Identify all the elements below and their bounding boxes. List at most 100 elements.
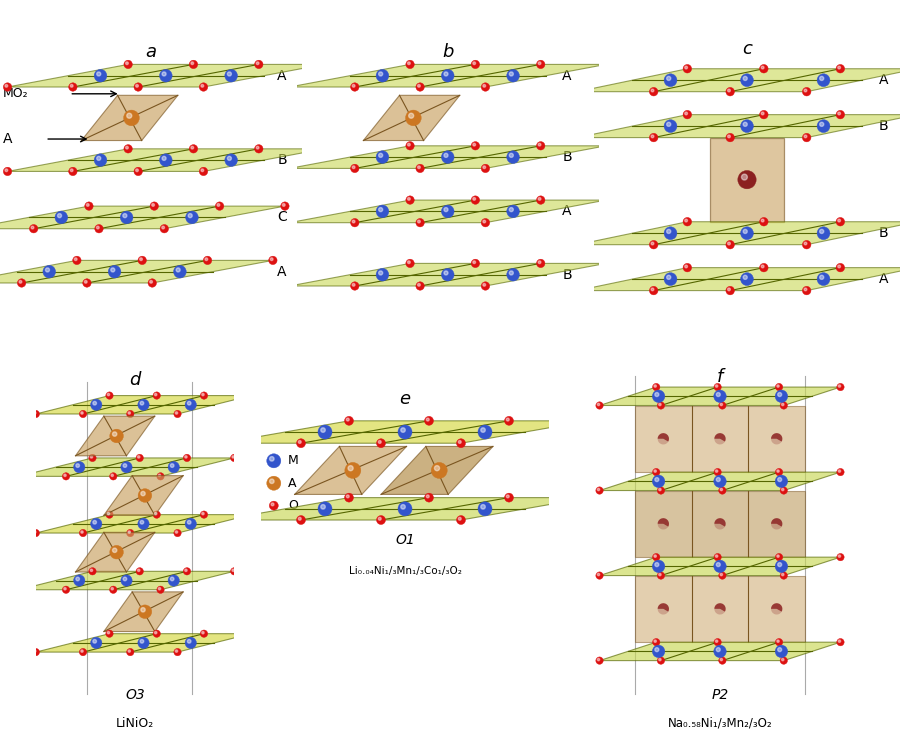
Wedge shape [771, 518, 782, 527]
Circle shape [351, 164, 359, 172]
Circle shape [650, 240, 658, 249]
Polygon shape [577, 268, 900, 290]
Polygon shape [381, 447, 493, 495]
Circle shape [170, 577, 174, 581]
Circle shape [398, 425, 412, 439]
Circle shape [472, 196, 480, 204]
Circle shape [651, 288, 653, 291]
Circle shape [201, 85, 203, 87]
Circle shape [94, 69, 107, 82]
Circle shape [836, 263, 844, 272]
Circle shape [509, 271, 513, 275]
Polygon shape [635, 405, 805, 472]
Circle shape [659, 573, 662, 576]
Circle shape [318, 502, 332, 516]
Circle shape [134, 83, 142, 91]
Circle shape [456, 516, 465, 525]
Wedge shape [658, 524, 668, 529]
Circle shape [159, 69, 172, 82]
Circle shape [112, 432, 117, 436]
Circle shape [378, 517, 382, 520]
Circle shape [256, 146, 259, 149]
Circle shape [184, 569, 187, 571]
Circle shape [287, 220, 290, 223]
Circle shape [483, 166, 486, 169]
Circle shape [760, 111, 768, 119]
Circle shape [720, 658, 723, 661]
Polygon shape [710, 138, 784, 222]
Circle shape [726, 286, 734, 295]
Circle shape [187, 640, 191, 643]
Circle shape [714, 469, 721, 476]
Circle shape [408, 62, 410, 65]
Circle shape [716, 393, 720, 397]
Circle shape [296, 516, 305, 525]
Circle shape [596, 402, 603, 409]
Circle shape [202, 394, 204, 396]
Polygon shape [0, 206, 285, 228]
Circle shape [168, 575, 179, 586]
Circle shape [726, 133, 734, 142]
Circle shape [483, 85, 486, 87]
Circle shape [509, 153, 513, 158]
Circle shape [781, 489, 784, 491]
Circle shape [270, 457, 274, 461]
Circle shape [761, 265, 764, 268]
Circle shape [138, 518, 149, 529]
Circle shape [659, 658, 662, 661]
Polygon shape [36, 514, 251, 533]
Circle shape [574, 135, 577, 138]
Polygon shape [599, 557, 841, 576]
Circle shape [536, 142, 544, 150]
Circle shape [458, 517, 461, 520]
Circle shape [820, 275, 824, 279]
Circle shape [136, 454, 143, 461]
Text: B: B [277, 153, 287, 167]
Text: A: A [3, 132, 13, 146]
Circle shape [716, 562, 720, 567]
Circle shape [185, 399, 196, 411]
Circle shape [157, 586, 164, 593]
Polygon shape [635, 491, 805, 557]
Circle shape [188, 214, 193, 217]
Circle shape [538, 261, 541, 264]
Polygon shape [7, 149, 324, 172]
Circle shape [86, 203, 89, 206]
Circle shape [441, 205, 454, 217]
Circle shape [228, 72, 231, 76]
Circle shape [96, 226, 99, 229]
Polygon shape [577, 222, 900, 245]
Circle shape [70, 85, 73, 87]
Circle shape [127, 411, 134, 418]
Circle shape [174, 649, 181, 656]
Circle shape [657, 657, 664, 664]
Circle shape [444, 208, 448, 212]
Circle shape [719, 572, 726, 579]
Circle shape [266, 454, 281, 468]
Circle shape [776, 383, 783, 391]
Circle shape [536, 196, 544, 204]
Circle shape [81, 650, 83, 652]
Circle shape [189, 144, 198, 153]
Circle shape [509, 208, 513, 212]
Wedge shape [715, 603, 725, 612]
Circle shape [285, 282, 293, 290]
Circle shape [602, 196, 610, 204]
Circle shape [81, 412, 83, 414]
Circle shape [483, 220, 486, 223]
Circle shape [285, 164, 293, 172]
Circle shape [4, 167, 12, 175]
Circle shape [481, 505, 485, 509]
Circle shape [720, 489, 723, 491]
Wedge shape [715, 433, 725, 441]
Circle shape [398, 502, 412, 516]
Circle shape [73, 256, 81, 265]
Circle shape [472, 60, 480, 69]
Circle shape [79, 411, 86, 418]
Circle shape [714, 560, 726, 573]
Circle shape [89, 454, 96, 461]
Circle shape [68, 83, 77, 91]
Circle shape [153, 392, 160, 399]
Circle shape [138, 489, 152, 503]
Text: B: B [878, 226, 888, 240]
